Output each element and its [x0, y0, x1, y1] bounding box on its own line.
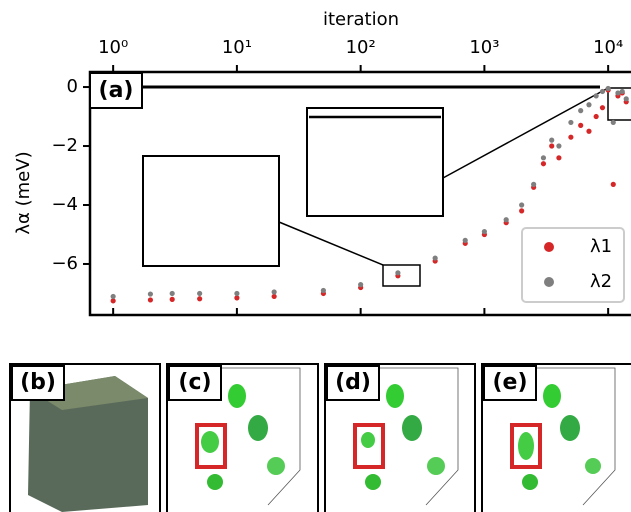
point: [433, 255, 438, 260]
x-tick-label: 10¹: [222, 37, 252, 58]
panel-label: (c): [178, 370, 211, 395]
blob: [201, 431, 219, 453]
inset-right: [307, 108, 443, 216]
point: [586, 129, 591, 134]
inset-connector: [279, 222, 383, 265]
legend-marker: [544, 277, 554, 287]
x-axis-label: iteration: [323, 9, 399, 30]
point: [611, 182, 616, 187]
point: [111, 298, 116, 303]
blob: [585, 458, 601, 474]
blob: [365, 474, 381, 490]
figure: iteration λα (meV) (a) λ1 λ2 (b) (c): [0, 0, 631, 512]
point: [606, 86, 611, 91]
point: [594, 114, 599, 119]
panel-label: (b): [20, 370, 56, 395]
point: [111, 294, 116, 299]
point: [321, 288, 326, 293]
point: [594, 93, 599, 98]
point: [272, 289, 277, 294]
point: [549, 138, 554, 143]
point: [556, 155, 561, 160]
point: [197, 296, 202, 301]
point: [568, 135, 573, 140]
blob: [361, 432, 375, 448]
panel-b: (b): [10, 364, 160, 512]
point: [578, 123, 583, 128]
point: [541, 155, 546, 160]
legend-marker: [544, 242, 554, 252]
y-tick-label: −4: [51, 194, 78, 215]
blob: [522, 474, 538, 490]
y-axis-label: λα (meV): [13, 151, 34, 234]
point: [611, 120, 616, 125]
point: [272, 294, 277, 299]
point: [197, 291, 202, 296]
point: [531, 182, 536, 187]
inset-connector: [443, 88, 608, 178]
point: [234, 295, 239, 300]
y-tick-label: −6: [51, 253, 78, 274]
x-tick-label: 10⁴: [593, 37, 623, 58]
blob: [228, 384, 246, 408]
point: [170, 291, 175, 296]
point: [482, 229, 487, 234]
point: [358, 282, 363, 287]
blob: [402, 415, 422, 441]
panel-label: (a): [99, 78, 134, 103]
point: [556, 143, 561, 148]
point: [549, 143, 554, 148]
legend-label: λ1: [590, 236, 612, 257]
panel-e: (e): [482, 364, 631, 512]
panel-label: (d): [335, 370, 371, 395]
point: [568, 120, 573, 125]
zoom-box: [383, 265, 420, 286]
blob: [207, 474, 223, 490]
blob: [267, 457, 285, 475]
point: [234, 291, 239, 296]
legend: λ1 λ2: [522, 228, 624, 302]
blob: [543, 384, 561, 408]
point: [463, 238, 468, 243]
blob: [248, 415, 268, 441]
point: [600, 105, 605, 110]
legend-label: λ2: [590, 271, 612, 292]
blob: [386, 384, 404, 408]
x-tick-label: 10⁰: [98, 37, 128, 58]
point: [519, 208, 524, 213]
point: [170, 297, 175, 302]
point: [148, 297, 153, 302]
blob: [560, 415, 580, 441]
point: [578, 108, 583, 113]
y-tick-label: 0: [67, 76, 78, 97]
point: [600, 89, 605, 94]
point: [504, 217, 509, 222]
x-tick-label: 10³: [469, 37, 499, 58]
point: [148, 291, 153, 296]
blob: [427, 457, 445, 475]
blob: [518, 432, 534, 460]
y-tick-label: −2: [51, 135, 78, 156]
point: [519, 202, 524, 207]
point: [624, 96, 629, 101]
x-tick-label: 10²: [346, 37, 376, 58]
inset-left: [143, 156, 279, 266]
point: [620, 89, 625, 94]
point: [541, 161, 546, 166]
point: [586, 102, 591, 107]
point: [395, 270, 400, 275]
panel-d: (d): [325, 364, 475, 512]
panel-label: (e): [492, 370, 527, 395]
panel-c: (c): [167, 364, 318, 512]
